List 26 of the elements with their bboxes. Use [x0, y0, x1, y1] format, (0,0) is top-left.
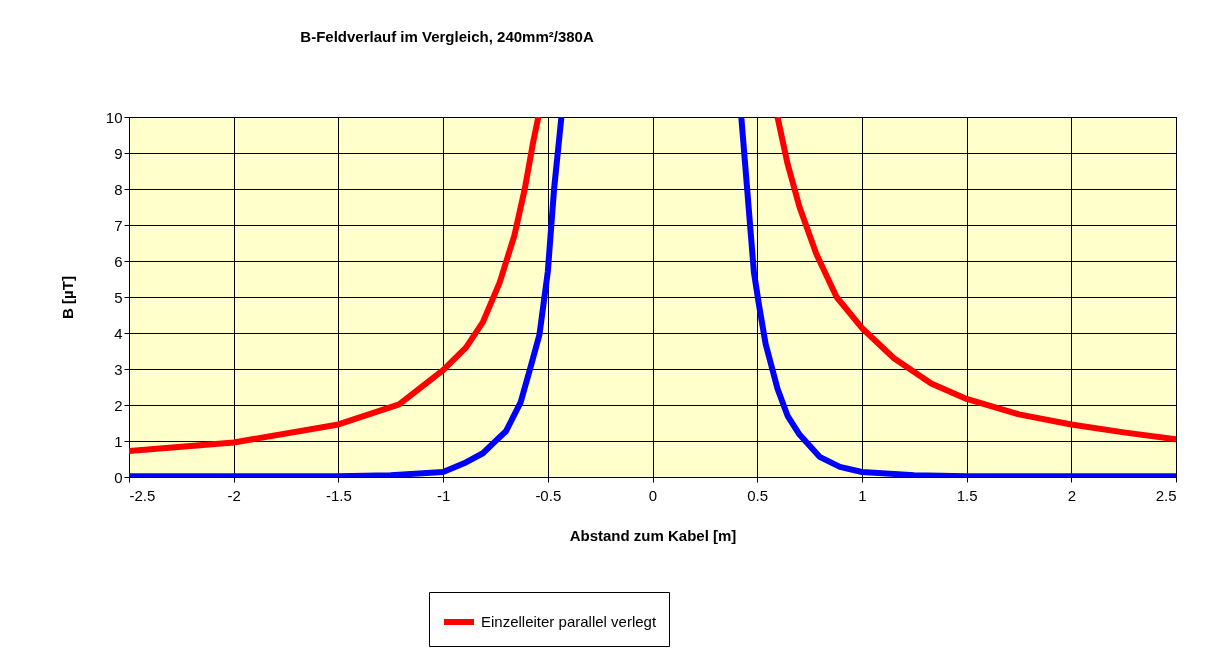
y-tick-label: 9 [114, 144, 123, 162]
x-tick-label: -1.5 [325, 486, 352, 504]
x-tick-label: 0 [648, 486, 658, 504]
x-tick-label: -2.5 [129, 486, 156, 504]
y-tick-label: 0 [114, 468, 123, 486]
y-tick-label: 4 [114, 324, 123, 342]
x-tick-label: 2.5 [1155, 486, 1177, 504]
y-axis-title: B [µT] [58, 276, 76, 319]
y-tick-label: 6 [114, 252, 123, 270]
y-tick-label: 8 [114, 180, 123, 198]
chart-title: B-Feldverlauf im Vergleich, 240mm²/380A [300, 28, 594, 45]
x-tick-label: 2 [1067, 486, 1076, 504]
y-tick-label: 10 [105, 108, 123, 126]
x-tick-label: -1 [436, 486, 451, 504]
x-tick-label: 1 [858, 486, 867, 504]
y-tick-label: 2 [114, 396, 123, 414]
legend-label: Einzelleiter parallel verlegt [481, 613, 657, 630]
x-tick-label: -2 [227, 486, 241, 504]
x-tick-label: 0.5 [747, 486, 769, 504]
x-tick-label: -0.5 [535, 486, 562, 504]
y-tick-label: 7 [114, 216, 123, 234]
y-tick-label: 1 [114, 432, 123, 450]
x-axis-title: Abstand zum Kabel [m] [569, 526, 737, 544]
x-tick-label: 1.5 [956, 486, 978, 504]
y-tick-label: 5 [114, 288, 123, 306]
y-tick-label: 3 [114, 360, 123, 378]
